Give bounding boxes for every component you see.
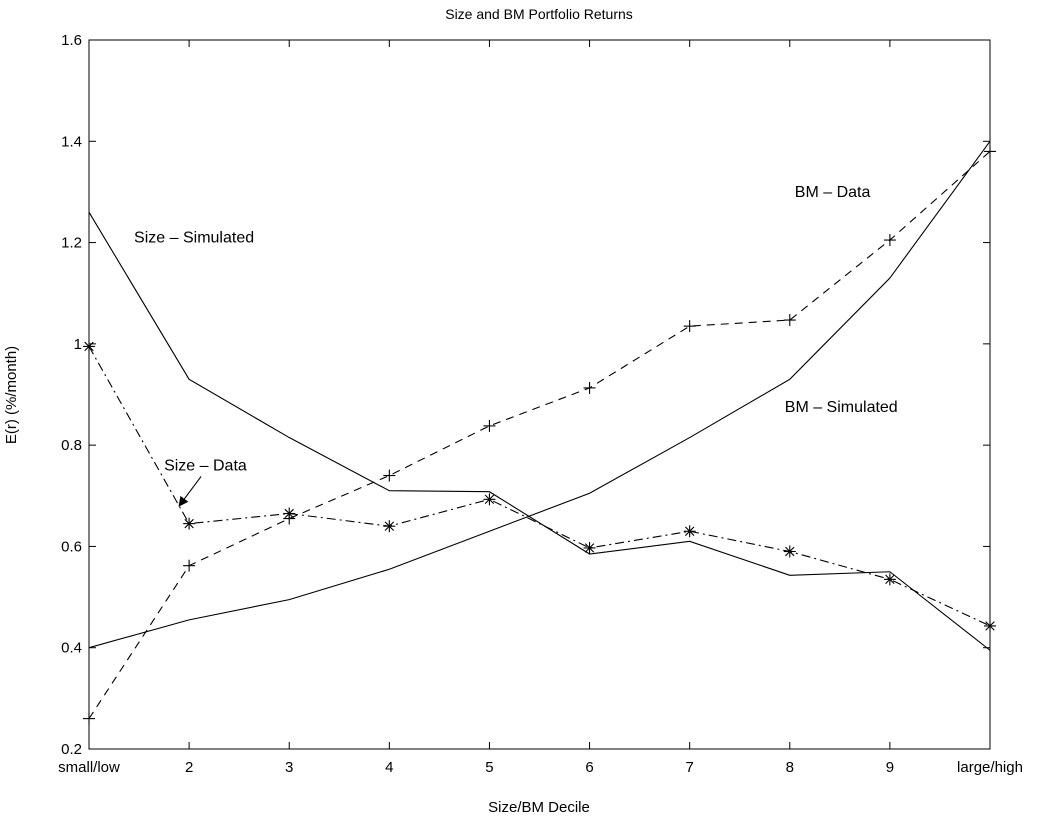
x-tick-label: 2 [185, 759, 193, 776]
x-axis: small/low 2 3 4 5 6 7 8 9 large/high [58, 40, 1023, 776]
annotation-layer: Size – Simulated Size – Data BM – Data BM –… [134, 184, 898, 507]
point-size_data [83, 340, 95, 353]
x-tick-label: 6 [585, 759, 593, 776]
x-tick-label: 4 [385, 759, 393, 776]
y-tick-label: 1.6 [61, 32, 82, 49]
y-tick-label: 0.6 [61, 538, 82, 555]
y-tick-label: 0.8 [61, 437, 82, 454]
annotation-size_sim_label: Size – Simulated [134, 230, 254, 247]
point-bm_data [283, 512, 296, 525]
series-line-bm_sim [88, 140, 991, 649]
y-tick-label: 1.4 [61, 133, 82, 150]
point-size_data [683, 525, 696, 538]
y-tick-label: 1 [74, 336, 82, 353]
x-tick-label: small/low [58, 759, 120, 776]
x-axis-label: Size/BM Decile [488, 799, 590, 816]
point-bm_data [683, 320, 696, 333]
x-tick-label: 5 [485, 759, 493, 776]
series-layer [83, 140, 996, 725]
series-line-size_data [88, 346, 991, 627]
x-tick-label: 3 [285, 759, 293, 776]
point-size_data [583, 541, 596, 554]
y-axis: 0.2 0.4 0.6 0.8 1 1.2 1.4 1.6 [61, 32, 990, 758]
y-axis-label: E(r) (%/month) [3, 346, 20, 444]
x-tick-label: 8 [786, 759, 794, 776]
y-tick-label: 1.2 [61, 235, 82, 252]
annotation-bm_data_label: BM – Data [795, 184, 871, 201]
point-bm_data [483, 419, 496, 432]
point-bm_data [883, 234, 896, 247]
plot-area [88, 39, 991, 750]
x-tick-label: 9 [886, 759, 894, 776]
point-bm_data [984, 145, 996, 158]
y-tick-label: 0.4 [61, 640, 82, 657]
point-bm_data [383, 469, 396, 482]
point-size_data [383, 520, 396, 533]
annotation-bm_sim_label: BM – Simulated [785, 399, 898, 416]
point-bm_data [183, 559, 196, 572]
point-size_data [483, 493, 496, 506]
x-tick-label: 7 [685, 759, 693, 776]
series-line-size_sim [88, 211, 991, 651]
chart-title: Size and BM Portfolio Returns [445, 6, 633, 22]
point-bm_data [583, 381, 596, 394]
series-line-bm_data [88, 151, 991, 719]
point-size_data [984, 619, 996, 632]
x-tick-label: large/high [957, 759, 1023, 776]
point-size_data [883, 573, 896, 586]
point-bm_data [783, 314, 796, 327]
annotation-arrow [178, 476, 202, 507]
point-size_data [783, 545, 796, 558]
annotation-size_data_label: Size – Data [164, 457, 247, 474]
point-size_data [183, 517, 196, 530]
y-tick-label: 0.2 [61, 741, 82, 758]
point-bm_data [83, 712, 95, 725]
